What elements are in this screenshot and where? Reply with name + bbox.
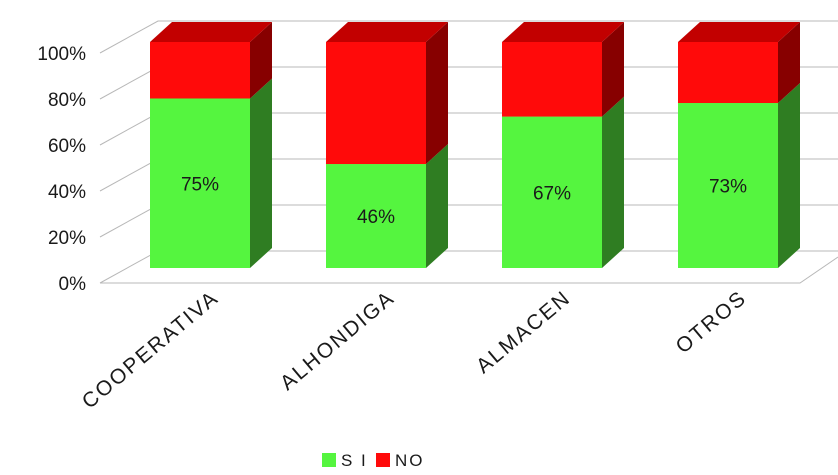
bar-segment-no: [678, 22, 800, 104]
bar-segment-no: [502, 22, 624, 117]
gridline: [99, 20, 838, 54]
bar-segment-si: [326, 144, 448, 268]
bar-top: [502, 22, 624, 42]
bar-front: [502, 42, 602, 117]
y-tick-label: 100%: [37, 44, 86, 65]
floor-edge: [100, 256, 838, 284]
legend[interactable]: S I NO: [322, 451, 425, 470]
bars: [150, 22, 800, 269]
data-label: 46%: [357, 207, 395, 228]
legend-swatch: [322, 453, 336, 467]
bar-segment-si: [502, 96, 624, 268]
bar-segment-si: [678, 83, 800, 269]
bar-side: [250, 22, 272, 99]
legend-label[interactable]: NO: [395, 451, 425, 470]
data-labels: 75% 46% 67% 73%: [181, 174, 747, 228]
y-axis-ticks: 0% 20% 40% 60% 80% 100%: [37, 44, 86, 295]
bar-segment-si: [150, 78, 272, 268]
bar-top: [326, 22, 448, 42]
y-tick-label: 60%: [48, 136, 86, 157]
category-label: ALMACEN: [472, 286, 575, 378]
bar-front: [678, 42, 778, 104]
legend-swatch: [376, 453, 390, 467]
bar-front: [150, 98, 250, 268]
bar-front: [150, 42, 250, 99]
data-label: 67%: [533, 183, 571, 204]
data-label: 73%: [709, 177, 747, 198]
bar-side: [426, 22, 448, 165]
bar-segment-no: [326, 22, 448, 165]
x-axis-categories: COOPERATIVA ALHONDIGA ALMACEN OTROS: [78, 286, 751, 413]
bar-front: [326, 164, 426, 268]
category-label: COOPERATIVA: [78, 286, 223, 413]
data-label: 75%: [181, 174, 219, 195]
bar-side: [426, 144, 448, 268]
bar-side: [778, 22, 800, 104]
y-tick-label: 20%: [48, 228, 86, 249]
bar-side: [602, 22, 624, 117]
bar-front: [326, 42, 426, 165]
y-tick-label: 0%: [59, 274, 87, 295]
category-label: ALHONDIGA: [276, 286, 399, 395]
legend-label[interactable]: S I: [341, 451, 368, 470]
y-tick-label: 40%: [48, 182, 86, 203]
bar-top: [150, 22, 272, 42]
bar-side: [602, 96, 624, 268]
bar-side: [250, 78, 272, 268]
bar-top: [678, 22, 800, 42]
bar-front: [678, 103, 778, 269]
y-tick-label: 80%: [48, 90, 86, 111]
bar-segment-no: [150, 22, 272, 99]
bar-side: [778, 83, 800, 269]
category-label: OTROS: [672, 286, 752, 358]
bar-front: [502, 116, 602, 268]
